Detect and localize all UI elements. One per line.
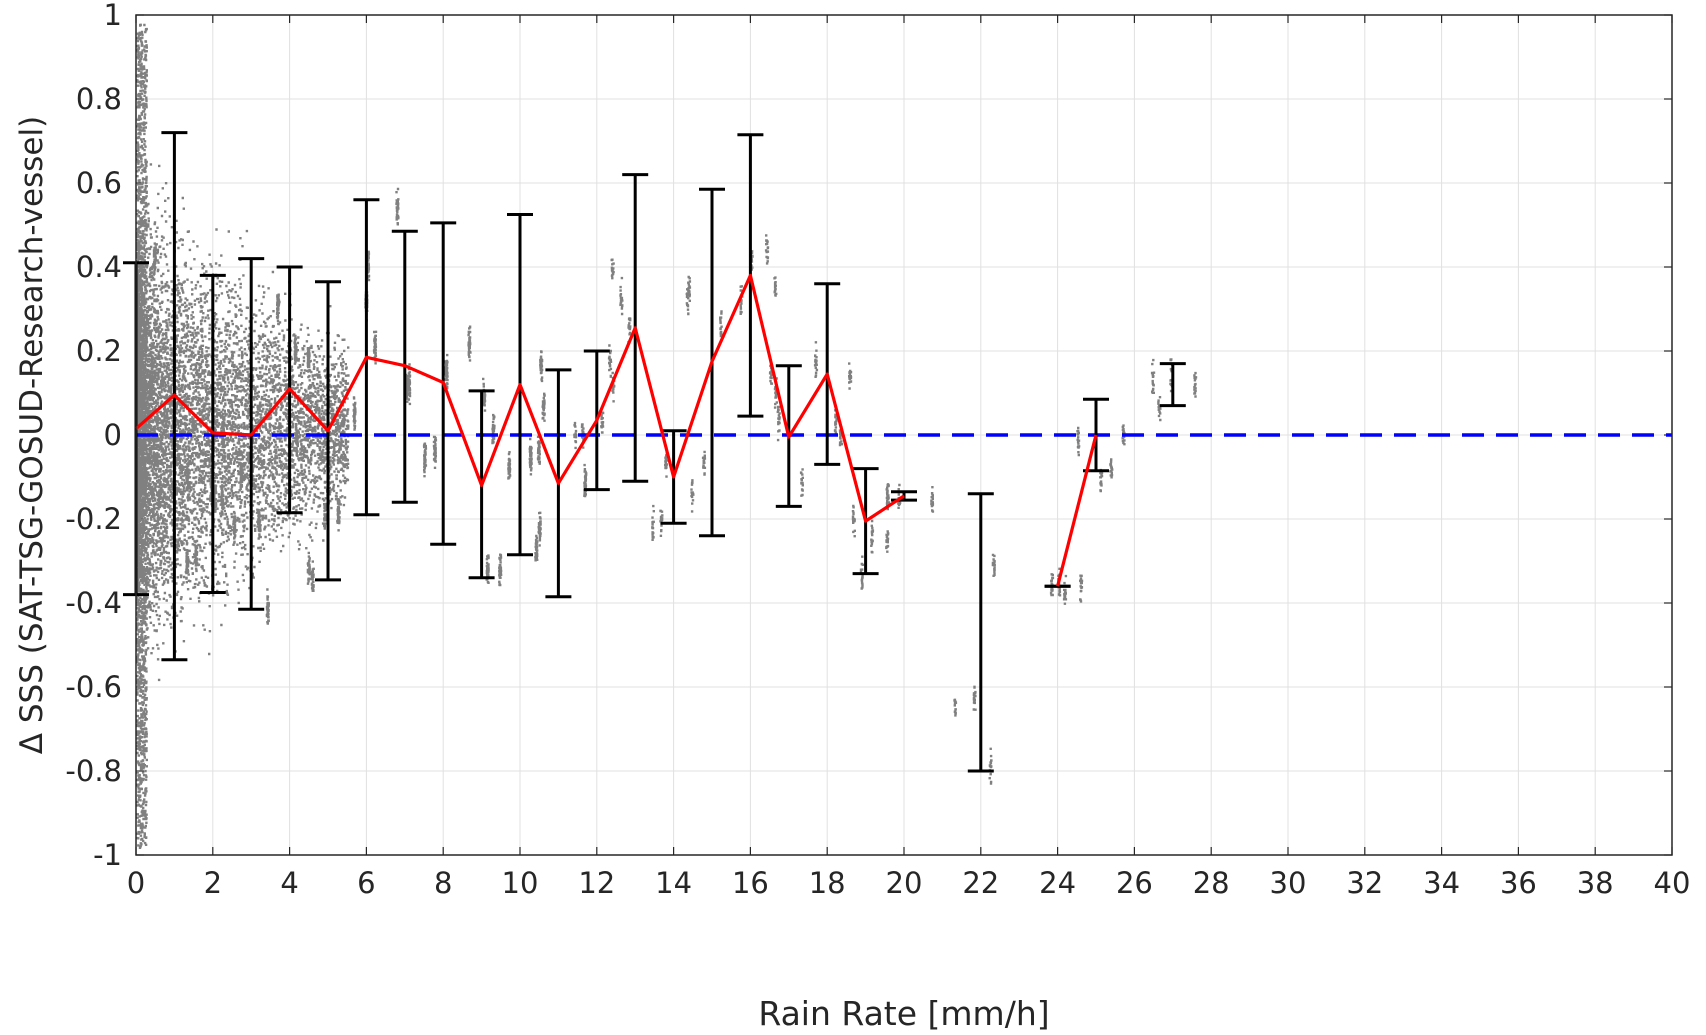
x-tick-label: 24 [1039,866,1076,900]
x-tick-label: 20 [886,866,923,900]
x-tick-label: 16 [732,866,769,900]
x-tick-label: 18 [809,866,846,900]
x-axis-label: Rain Rate [mm/h] [758,994,1049,1033]
x-tick-label: 40 [1654,866,1691,900]
x-tick-label: 0 [127,866,145,900]
mean-line-segment [1056,434,1098,587]
y-tick-labels: -1 -0.8 -0.6 -0.4 -0.2 0 0.2 0.4 0.6 0.8 1 [65,0,122,872]
x-tick-label: 26 [1116,866,1153,900]
y-tick-label: 0.8 [76,82,122,116]
x-tick-label: 34 [1423,866,1460,900]
y-tick-label: 0 [104,418,122,452]
y-tick-label: -1 [93,838,122,872]
y-tick-label: -0.6 [65,670,122,704]
x-tick-label: 4 [280,866,298,900]
mean-line [134,273,1098,587]
x-tick-label: 10 [502,866,539,900]
y-tick-label: 0.2 [76,334,122,368]
y-tick-label: -0.2 [65,502,122,536]
y-tick-label: 0.6 [76,166,122,200]
y-tick-label: -0.4 [65,586,122,620]
x-tick-label: 36 [1500,866,1537,900]
x-tick-label: 28 [1193,866,1230,900]
x-tick-labels: 0 2 4 6 8 10 12 14 16 18 20 22 24 26 28 30 32 34 36 38 40 [127,866,1691,900]
x-tick-label: 8 [434,866,452,900]
plot-frame [135,14,1673,856]
x-tick-label: 14 [655,866,692,900]
x-tick-label: 38 [1577,866,1614,900]
y-tick-label: 1 [104,0,122,32]
y-tick-label: 0.4 [76,250,122,284]
x-tick-label: 22 [962,866,999,900]
x-tick-label: 2 [204,866,222,900]
x-tick-label: 12 [578,866,615,900]
mean-line-segment [134,273,905,523]
x-tick-label: 30 [1270,866,1307,900]
y-axis-label: Δ SSS (SAT-TSG-GOSUD-Research-vessel) [14,116,50,754]
y-tick-label: -0.8 [65,754,122,788]
error-bars [123,131,1186,773]
x-tick-label: 32 [1346,866,1383,900]
x-tick-label: 6 [357,866,375,900]
